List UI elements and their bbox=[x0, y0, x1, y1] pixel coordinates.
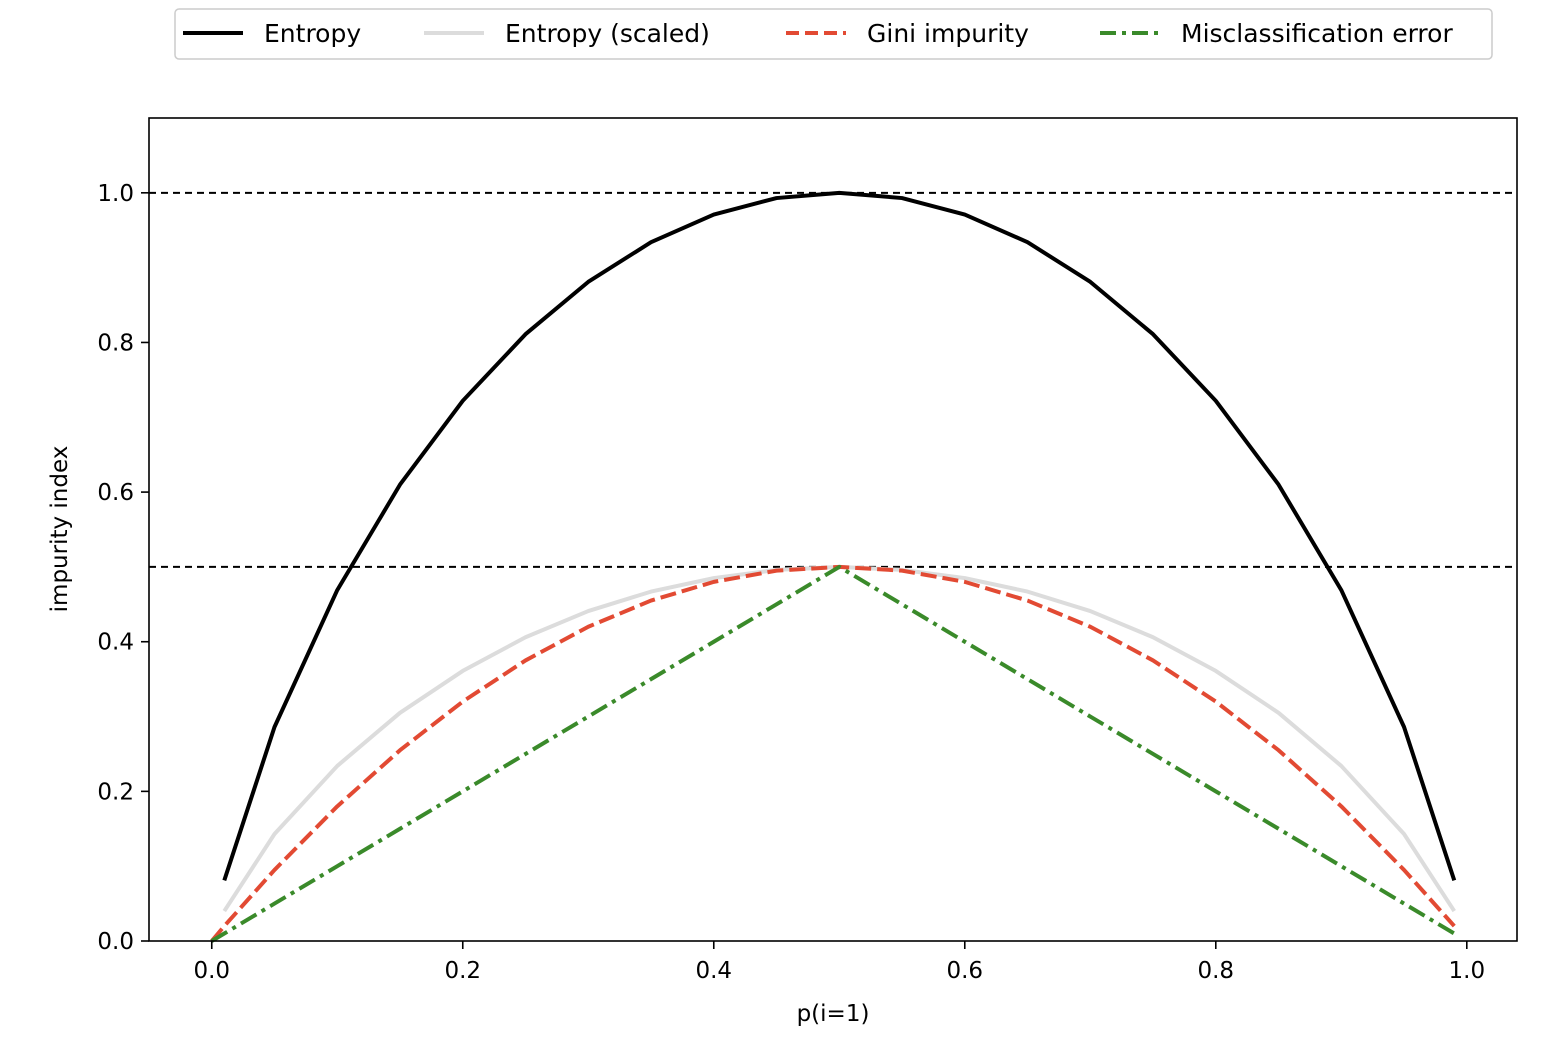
series-line-entropy-scaled bbox=[222, 564, 1456, 913]
plot-frame bbox=[148, 117, 1518, 942]
legend-label-entropy: Entropy bbox=[264, 19, 361, 48]
x-tick-label: 0.4 bbox=[695, 958, 732, 984]
series-line-misclassification-error bbox=[210, 564, 1456, 943]
legend-label-misclassification-error: Misclassification error bbox=[1181, 19, 1453, 48]
legend-label-gini-impurity: Gini impurity bbox=[867, 19, 1029, 48]
x-tick-label: 1.0 bbox=[1449, 958, 1486, 984]
legend: Entropy Entropy (scaled) Gini impurity Misc… bbox=[174, 8, 1493, 60]
y-axis-label: impurity index bbox=[47, 446, 73, 613]
series-line-entropy bbox=[222, 190, 1457, 882]
y-tick-label: 0.0 bbox=[97, 929, 134, 955]
x-tick-label: 0.8 bbox=[1197, 958, 1234, 984]
y-tick-label: 0.6 bbox=[97, 480, 134, 506]
x-axis-label: p(i=1) bbox=[797, 1001, 870, 1027]
y-tick-label: 1.0 bbox=[97, 181, 134, 207]
x-tick-label: 0.6 bbox=[946, 958, 983, 984]
legend-label-entropy-scaled: Entropy (scaled) bbox=[505, 19, 710, 48]
x-tick-label: 0.2 bbox=[444, 958, 481, 984]
y-tick-label: 0.2 bbox=[97, 779, 134, 805]
plot-area: 0.0 0.2 0.4 0.6 0.8 1.0 0.0 0.2 0.4 0.6 0.8 1.0 bbox=[97, 117, 1518, 984]
y-tick-label: 0.4 bbox=[97, 630, 134, 656]
x-tick-label: 0.0 bbox=[193, 958, 230, 984]
y-tick-label: 0.8 bbox=[97, 330, 134, 356]
series-line-gini-impurity bbox=[210, 564, 1456, 943]
